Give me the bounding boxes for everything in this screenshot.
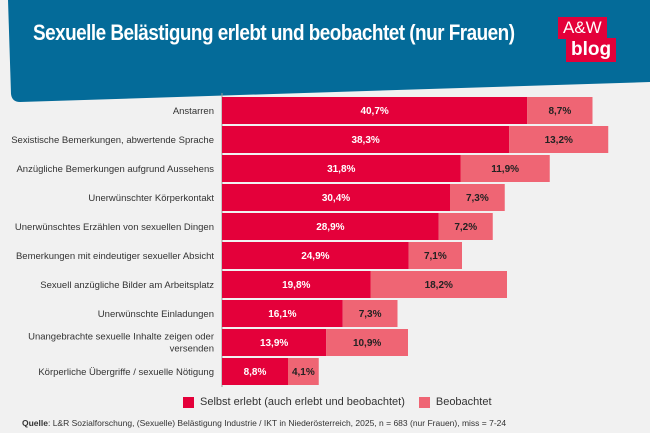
category-label: Körperliche Übergriffe / sexuelle Nötigu… [38, 367, 214, 378]
data-label: 4,1% [292, 367, 315, 378]
source-label: Quelle [22, 418, 48, 428]
data-label: 8,8% [244, 367, 267, 378]
category-label: Anstarren [173, 106, 214, 117]
category-label: Unerwünschtes Erzählen von sexuellen Din… [15, 222, 214, 233]
bar-selbst-erlebt [222, 271, 371, 298]
bar-beobachtet [408, 242, 462, 269]
category-label: Anzügliche Bemerkungen aufgrund Aussehen… [16, 164, 214, 175]
bar-beobachtet [326, 329, 408, 356]
category-label: Bemerkungen mit eindeutiger sexueller Ab… [16, 251, 214, 262]
data-label: 7,1% [424, 251, 447, 262]
bar-beobachtet [460, 155, 550, 182]
bar-selbst-erlebt [222, 126, 510, 153]
logo-aw: A&W [558, 17, 607, 39]
category-label: Unerwünschter Körperkontakt [88, 193, 214, 204]
bar-beobachtet [370, 271, 507, 298]
data-label: 13,2% [545, 135, 573, 146]
data-label: 24,9% [301, 251, 329, 262]
page-title: Sexuelle Belästigung erlebt und beobacht… [33, 20, 515, 45]
bar-selbst-erlebt [222, 155, 461, 182]
bar-beobachtet [288, 358, 319, 385]
bar-chart: Anstarren 40,7% 8,7% Sexistische Bemerkunge… [11, 93, 609, 387]
bar-selbst-erlebt [222, 97, 528, 124]
data-label: 11,9% [491, 164, 519, 175]
data-label: 40,7% [360, 106, 388, 117]
data-label: 16,1% [268, 309, 296, 320]
logo-blog: blog [566, 38, 617, 62]
category-label: Sexuell anzügliche Bilder am Arbeitsplat… [40, 280, 214, 291]
legend: Selbst erlebt (auch erlebt und beobachte… [183, 396, 492, 408]
data-label: 31,8% [327, 164, 355, 175]
data-label: 28,9% [316, 222, 344, 233]
data-label: 7,2% [454, 222, 477, 233]
legend-label-beobachtet: Beobachtet [435, 396, 492, 408]
source-text: : L&R Sozialforschung, (Sexuelle) Beläst… [47, 418, 507, 428]
bar-selbst-erlebt [222, 300, 343, 327]
source-note: Quelle: L&R Sozialforschung, (Sexuelle) … [22, 418, 506, 428]
legend-swatch-selbst [183, 396, 194, 408]
bar-selbst-erlebt [222, 329, 327, 356]
bar-beobachtet [509, 126, 609, 153]
legend-label-selbst: Selbst erlebt (auch erlebt und beobachte… [200, 396, 405, 408]
category-label: Sexistische Bemerkungen, abwertende Spra… [11, 135, 214, 146]
data-label: 18,2% [425, 280, 453, 291]
data-label: 7,3% [466, 193, 489, 204]
data-label: 8,7% [548, 106, 571, 117]
bar-beobachtet [450, 184, 505, 211]
bar-selbst-erlebt [222, 213, 439, 240]
category-label: Unerwünschte Einladungen [98, 309, 214, 320]
data-label: 13,9% [260, 338, 288, 349]
data-label: 19,8% [282, 280, 310, 291]
data-label: 30,4% [322, 193, 350, 204]
bar-selbst-erlebt [222, 242, 409, 269]
bar-selbst-erlebt [222, 358, 288, 385]
data-label: 10,9% [353, 338, 381, 349]
bar-selbst-erlebt [222, 184, 450, 211]
data-label: 7,3% [359, 309, 382, 320]
bar-beobachtet [342, 300, 398, 327]
header-banner [8, 0, 650, 102]
bar-beobachtet [438, 213, 493, 240]
category-label: Unangebrachte sexuelle Inhalte zeigen od… [28, 332, 214, 355]
bar-beobachtet [527, 97, 593, 124]
legend-swatch-beobachtet [418, 396, 430, 408]
data-label: 38,3% [351, 135, 379, 146]
